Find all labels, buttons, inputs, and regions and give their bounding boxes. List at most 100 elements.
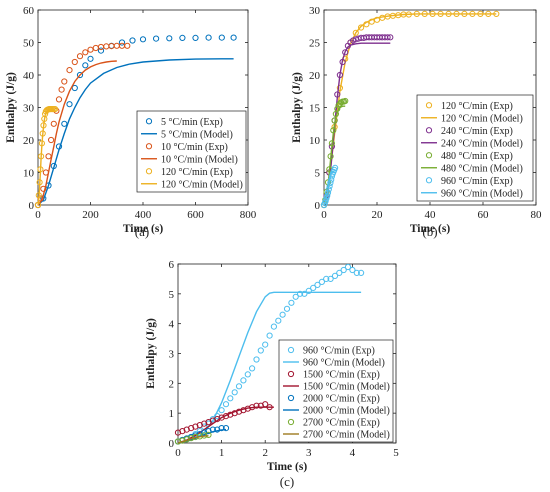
legend-entry: 120 °C/min (Model): [441, 113, 523, 124]
legend-marker-swatch: [425, 177, 433, 184]
data-point: [87, 55, 94, 62]
data-point: [97, 47, 105, 54]
legend-entry: 5 °C/min (Model): [161, 129, 233, 140]
y-axis-label: Enthalpy (J/g): [145, 318, 157, 389]
data-point: [358, 269, 365, 276]
data-point: [124, 42, 131, 49]
data-point: [301, 290, 308, 297]
data-point: [344, 263, 352, 271]
series-line: [37, 58, 234, 206]
data-point: [253, 402, 260, 409]
panel-c: 0 1 2 3 4 5 0 1 2 3 4 5 6 Time (s) Enthalpy (J/g) (c) 96…: [145, 259, 399, 489]
y-axis-label: Enthalpy (J/g): [291, 72, 303, 143]
y-tick-label: 40: [23, 70, 35, 82]
y-axis-label: Enthalpy (J/g): [5, 72, 17, 143]
data-point: [310, 284, 317, 291]
series-line: [323, 42, 391, 206]
legend-entry: 2000 °C/min (Model): [303, 406, 390, 417]
x-tick-label: 5: [393, 447, 399, 459]
legend-entry: 2700 °C/min (Model): [303, 430, 390, 441]
data-point: [353, 269, 360, 276]
data-point: [174, 438, 182, 445]
data-point: [323, 275, 330, 282]
data-point: [292, 293, 299, 300]
legend-entry: 480 °C/min (Model): [441, 163, 523, 174]
legend-marker-swatch: [287, 346, 295, 354]
data-point: [235, 383, 243, 390]
panel-a: 0 200 400 600 800 0 10 20 30 40 50 60 Time (s) Enthal…: [5, 5, 257, 239]
data-point: [349, 266, 356, 274]
y-tick-label: 50: [23, 38, 35, 50]
data-point: [297, 290, 304, 297]
data-point: [222, 425, 230, 432]
y-tick-label: 30: [309, 5, 321, 17]
y-tick-label: 15: [309, 103, 321, 115]
x-tick-label: 3: [306, 447, 312, 459]
series-line: [323, 171, 336, 206]
series-line: [37, 108, 56, 206]
data-point: [166, 35, 173, 42]
data-point: [257, 347, 264, 354]
data-point: [55, 96, 63, 103]
data-point: [342, 97, 349, 105]
data-point: [275, 317, 282, 324]
legend-marker-swatch: [287, 418, 295, 426]
data-point: [82, 62, 89, 69]
x-tick-label: 0: [35, 209, 41, 221]
data-point: [76, 53, 84, 60]
legend-entry: 5 °C/min (Exp): [161, 117, 223, 128]
data-point: [327, 275, 334, 282]
panel-label: (b): [422, 224, 437, 239]
x-tick-label: 80: [531, 209, 543, 221]
legend-entry: 240 °C/min (Exp): [441, 126, 513, 137]
legend-entry: 120 °C/min (Exp): [441, 101, 513, 112]
legend-entry: 120 °C/min (Model): [161, 179, 243, 190]
series-line: [177, 435, 209, 444]
legend-entry: 2700 °C/min (Exp): [303, 418, 380, 429]
legend-entry: 2000 °C/min (Exp): [303, 394, 380, 405]
data-point: [218, 407, 225, 414]
y-tick-label: 2: [169, 378, 175, 390]
y-tick-label: 6: [169, 259, 175, 271]
x-tick-label: 200: [82, 209, 99, 221]
data-point: [342, 49, 349, 56]
y-tick-label: 1: [169, 408, 175, 420]
x-tick-label: 0: [321, 209, 327, 221]
legend-marker-swatch: [145, 143, 153, 150]
legend-entry: 960 °C/min (Exp): [303, 346, 375, 357]
data-point: [262, 341, 269, 348]
panel-b: 0 20 40 60 80 0 5 10 15 20 25 30 Time (s) Enthalpy (J…: [291, 5, 542, 239]
legend-marker-swatch: [145, 168, 153, 175]
data-point: [222, 401, 230, 408]
y-tick-label: 10: [23, 168, 35, 180]
y-tick-label: 20: [23, 135, 35, 147]
x-tick-label: 40: [425, 209, 437, 221]
y-tick-label: 25: [309, 38, 321, 50]
x-tick-label: 4: [350, 447, 356, 459]
y-tick-label: 30: [23, 103, 35, 115]
data-point: [205, 34, 212, 41]
data-point: [314, 281, 321, 288]
data-point: [82, 49, 89, 56]
x-tick-label: 2: [262, 447, 268, 459]
data-point: [266, 332, 273, 339]
data-point: [387, 34, 394, 41]
legend-entry: 240 °C/min (Model): [441, 138, 523, 149]
data-point: [358, 24, 365, 31]
data-point: [50, 120, 57, 127]
data-point: [58, 86, 65, 93]
legend-marker-swatch: [425, 127, 433, 134]
data-point: [318, 278, 325, 285]
x-tick-label: 1: [219, 447, 225, 459]
data-point: [87, 46, 94, 53]
legend-entry: 10 °C/min (Model): [161, 154, 238, 165]
legend-box: [136, 110, 247, 193]
series-line: [323, 13, 497, 206]
x-tick-label: 20: [372, 209, 384, 221]
x-axis-label: Time (s): [123, 223, 164, 235]
data-point: [240, 377, 247, 384]
data-point: [129, 37, 136, 44]
data-point: [270, 323, 277, 330]
legend-box: [416, 94, 534, 202]
legend-entry: 1500 °C/min (Exp): [303, 370, 380, 381]
